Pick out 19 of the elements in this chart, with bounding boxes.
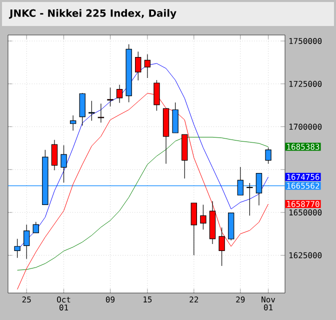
candlestick (14, 238, 20, 258)
candlestick (144, 54, 151, 78)
candlestick (190, 202, 197, 256)
candlestick (32, 222, 39, 234)
candlestick (79, 92, 86, 126)
candlestick (246, 182, 253, 216)
candlestick (60, 144, 67, 183)
candlestick (135, 51, 142, 81)
candlestick (265, 147, 272, 164)
chart-title: JNKC - Nikkei 225 Index, Daily (8, 9, 176, 19)
candlestick (107, 87, 114, 107)
candlestick (172, 102, 178, 134)
candlestick (116, 84, 123, 104)
candlestick (24, 224, 30, 260)
candlestick (70, 115, 76, 131)
candlestick (51, 140, 58, 171)
candlestick (200, 204, 206, 230)
candlestick (218, 227, 225, 266)
candlestick (88, 100, 95, 122)
